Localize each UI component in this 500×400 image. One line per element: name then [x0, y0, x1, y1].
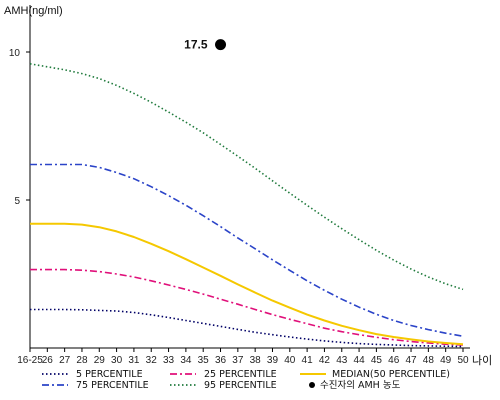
x-tick-label: 39: [267, 355, 279, 366]
x-tick-label: 49: [440, 355, 452, 366]
x-tick-label: 27: [59, 355, 71, 366]
x-tick-label: 26: [42, 355, 54, 366]
x-tick-label: 38: [250, 355, 262, 366]
series-line: [30, 163, 464, 337]
legend: 5 PERCENTILE 25 PERCENTILE MEDIAN(50 PERCE…: [42, 369, 450, 391]
y-tick-label: 5: [14, 196, 20, 207]
x-tick-label: 48: [423, 355, 435, 366]
x-tick-label: 41: [302, 355, 314, 366]
x-tick-label: 42: [319, 355, 331, 366]
point-layer: 17.5: [184, 38, 227, 52]
x-tick-label: 50: [457, 355, 469, 366]
patient-amh-point: [215, 39, 227, 51]
x-tick-label: 32: [146, 355, 158, 366]
series-line: [30, 308, 464, 348]
legend-label: 95 PERCENTILE: [204, 380, 277, 391]
x-tick-label: 37: [232, 355, 244, 366]
x-axis-title: 나이: [472, 354, 492, 367]
x-tick-label: 40: [284, 355, 296, 366]
legend-label: 수진자의 AMH 농도: [320, 380, 401, 391]
y-tick-label: 10: [9, 48, 21, 59]
legend-point-swatch: [309, 382, 315, 388]
x-tick-label: 28: [76, 355, 88, 366]
series-layer: [29, 63, 464, 348]
x-tick-label: 30: [111, 355, 123, 366]
x-tick-label: 34: [180, 355, 192, 366]
x-tick-label: 29: [94, 355, 106, 366]
x-tick-label: 33: [163, 355, 175, 366]
legend-label: 5 PERCENTILE: [76, 369, 143, 380]
x-tick-label: 43: [336, 355, 348, 366]
legend-label: 25 PERCENTILE: [204, 369, 277, 380]
x-tick-label: 31: [128, 355, 140, 366]
x-tick-label: 16-25: [17, 355, 43, 366]
y-axis-title: AMH(ng/ml): [4, 5, 63, 17]
series-line: [30, 268, 464, 346]
series-line: [30, 222, 464, 346]
x-tick-label: 47: [405, 355, 417, 366]
x-tick-label: 35: [198, 355, 210, 366]
x-tick-label: 36: [215, 355, 227, 366]
patient-amh-value-label: 17.5: [184, 38, 208, 52]
x-tick-label: 45: [371, 355, 383, 366]
legend-label: MEDIAN(50 PERCENTILE): [332, 369, 450, 380]
legend-label: 75 PERCENTILE: [76, 380, 149, 391]
series-line: [29, 63, 464, 291]
x-tick-label: 46: [388, 355, 400, 366]
x-tick-label: 44: [354, 355, 366, 366]
